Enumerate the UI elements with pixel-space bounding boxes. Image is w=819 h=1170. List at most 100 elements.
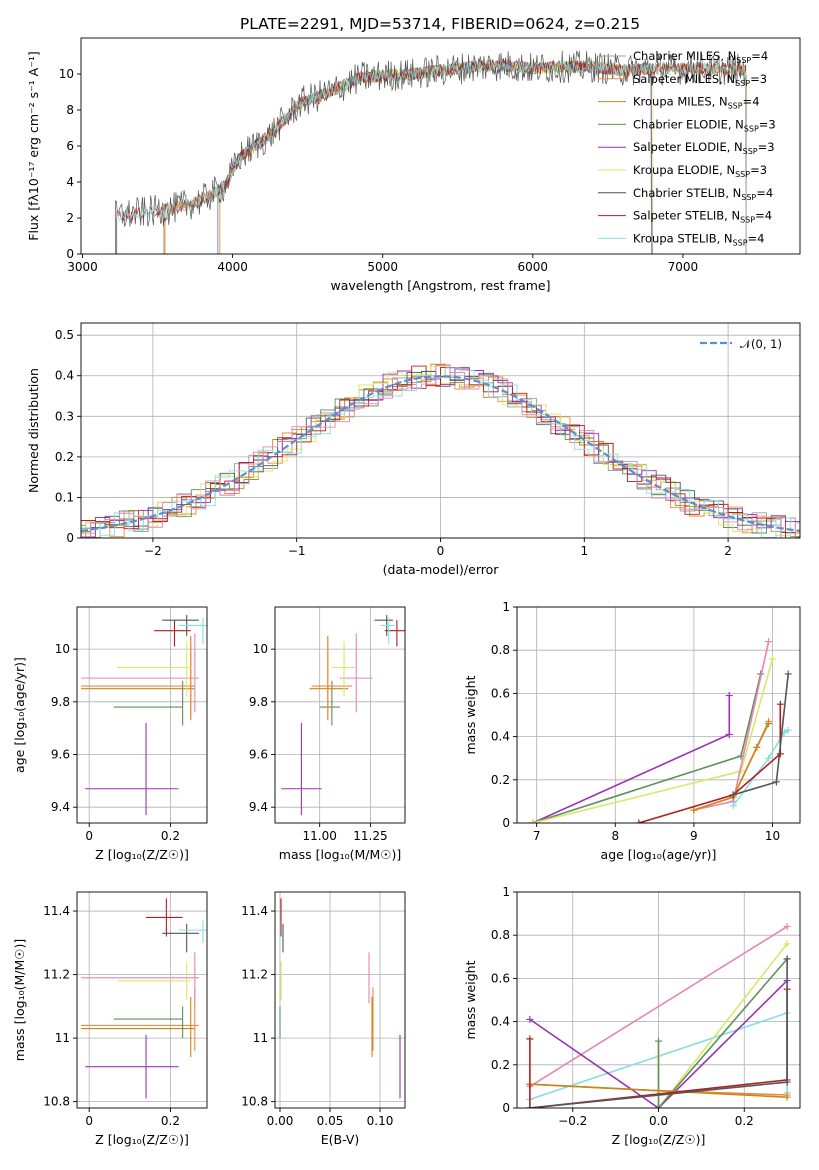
legend-nssp-prefix: , N: [717, 231, 733, 245]
x-tick-label: 0.2: [735, 1114, 754, 1128]
legend-nssp-prefix: , N: [724, 209, 740, 223]
x-tick-label: 7000: [668, 260, 699, 274]
legend-entry-8: Kroupa STELIB, NSSP=4: [633, 231, 765, 247]
data-point-5: [81, 952, 199, 1004]
axes-frame: [274, 891, 406, 1109]
series-marker: [783, 955, 791, 963]
y-axis-label: mass weight: [463, 675, 478, 754]
data-point-1: [319, 680, 340, 726]
x-axis-label: Z [log₁₀(Z/Z☉)]: [612, 1132, 706, 1147]
legend-name: Kroupa ELODIE: [633, 163, 719, 177]
legend-eq: =: [759, 117, 769, 131]
chart-weight_vs_age: 7 8 9 10 0 0.2 0.4 0.6 0.8 1 age [log₁₀(age/yr)] ma…: [463, 600, 801, 862]
legend-entry-2: Kroupa MILES, NSSP=4: [633, 95, 760, 111]
data-point-4: [340, 633, 373, 713]
x-axis-label: mass [log₁₀(M/M☉)]: [279, 847, 401, 862]
legend-eq: =: [751, 49, 761, 63]
series-marker: [783, 1078, 791, 1086]
x-axis-label: Z [log₁₀(Z/Z☉)]: [95, 1132, 189, 1147]
series-marker: [783, 1093, 791, 1101]
plot-area-spectrum: [115, 50, 747, 254]
x-tick-label: −1: [288, 544, 306, 558]
axes-frame: [274, 606, 406, 824]
x-tick-label: 8: [611, 829, 619, 843]
legend-entry-6: Chabrier STELIB, NSSP=4: [633, 186, 773, 202]
legend-nssp-prefix: , N: [725, 186, 741, 200]
y-tick-label: 10.8: [241, 1095, 268, 1109]
data-point-6: [154, 620, 191, 647]
data-point-6: [162, 923, 199, 953]
y-axis-label: age [log₁₀(age/yr)]: [12, 657, 27, 773]
data-point-4: [117, 961, 191, 1000]
legend-sub: SSP: [743, 147, 758, 156]
y-tick-label: 0.2: [491, 1058, 510, 1072]
data-point-8: [178, 617, 207, 644]
y-tick-label: 0: [502, 1101, 510, 1115]
y-tick-label: 1: [502, 885, 510, 899]
legend-nssp: 3: [767, 140, 774, 154]
y-tick-label: 9.6: [249, 748, 268, 762]
chart-residuals: −2 −1 0 1 2 0 0.1 0.2 0.3 0.4 0.5 (data-model)/erro…: [26, 322, 801, 577]
y-tick-label: 0: [502, 816, 510, 830]
y-tick-label: 0: [66, 247, 74, 261]
spectrum-line-8: [116, 59, 747, 254]
data-point-2: [81, 996, 195, 1058]
legend-nssp: 3: [760, 72, 767, 86]
spectrum-line-4: [218, 58, 653, 254]
y-tick-label: 4: [66, 175, 74, 189]
legend-entry-3: Chabrier ELODIE, NSSP=3: [633, 117, 776, 133]
y-axis-label: Flux [fλ10⁻¹⁷ erg cm⁻² s⁻¹ A⁻¹]: [26, 51, 41, 240]
legend-nssp: 4: [757, 231, 764, 245]
data-point-0: [85, 1034, 179, 1099]
series-marker: [765, 720, 773, 728]
x-axis-label: E(B-V): [321, 1132, 360, 1147]
x-tick-label: 11.25: [353, 829, 387, 843]
spectrum-line-3: [217, 58, 652, 254]
x-tick-label: −0.2: [558, 1114, 587, 1128]
x-tick-label: 11.00: [303, 829, 337, 843]
series-marker: [655, 1037, 662, 1045]
y-tick-label: 0.4: [491, 1015, 510, 1029]
legend-name: Kroupa MILES: [633, 95, 712, 109]
plot-area-mass_vs_Z: [81, 898, 207, 1099]
data-point-8: [146, 898, 183, 937]
series-marker: [655, 1104, 662, 1108]
x-axis-label: wavelength [Angstrom, rest frame]: [330, 278, 550, 293]
y-tick-label: 10: [253, 642, 268, 656]
legend-sub: SSP: [744, 124, 759, 133]
y-tick-label: 0.6: [491, 971, 510, 985]
legend-entry-5: Kroupa ELODIE, NSSP=3: [633, 163, 767, 179]
x-tick-label: 7: [533, 829, 541, 843]
y-tick-label: 9.8: [249, 695, 268, 709]
data-point-3: [113, 1006, 184, 1039]
y-tick-label: 2: [66, 211, 74, 225]
legend-entry-1: Salpeter MILES, NSSP=3: [633, 72, 767, 88]
legend-sub: SSP: [728, 102, 743, 111]
x-tick-label: 10: [765, 829, 780, 843]
legend-eq: =: [756, 186, 766, 200]
x-axis-label: Z [log₁₀(Z/Z☉)]: [95, 847, 189, 862]
x-tick-label: −2: [144, 544, 162, 558]
y-tick-label: 9.8: [51, 695, 70, 709]
y-tick-label: 9.4: [249, 800, 268, 814]
series-marker: [765, 638, 773, 646]
y-tick-label: 1: [502, 600, 510, 614]
series-marker: [690, 806, 698, 814]
series-marker: [725, 692, 733, 700]
data-point-3: [311, 638, 353, 718]
series-marker: [765, 754, 773, 762]
legend-entry-0: Chabrier MILES, NSSP=4: [633, 49, 768, 65]
series-line-4: [657, 958, 788, 1108]
series-marker: [526, 1035, 534, 1043]
chart-spectrum: 3000 4000 5000 6000 7000 0 2 4 6 8 10 wavelength [A…: [26, 37, 801, 293]
legend-sub: SSP: [735, 79, 750, 88]
legend-name: Chabrier STELIB: [633, 186, 725, 200]
y-tick-label: 0.4: [491, 730, 510, 744]
y-tick-label: 0.3: [55, 409, 74, 423]
legend-nssp: 4: [765, 209, 772, 223]
y-tick-label: 10: [59, 67, 74, 81]
legend-nssp: 4: [766, 186, 773, 200]
series-line-1: [532, 673, 762, 823]
spectrum-line-5: [220, 59, 654, 254]
